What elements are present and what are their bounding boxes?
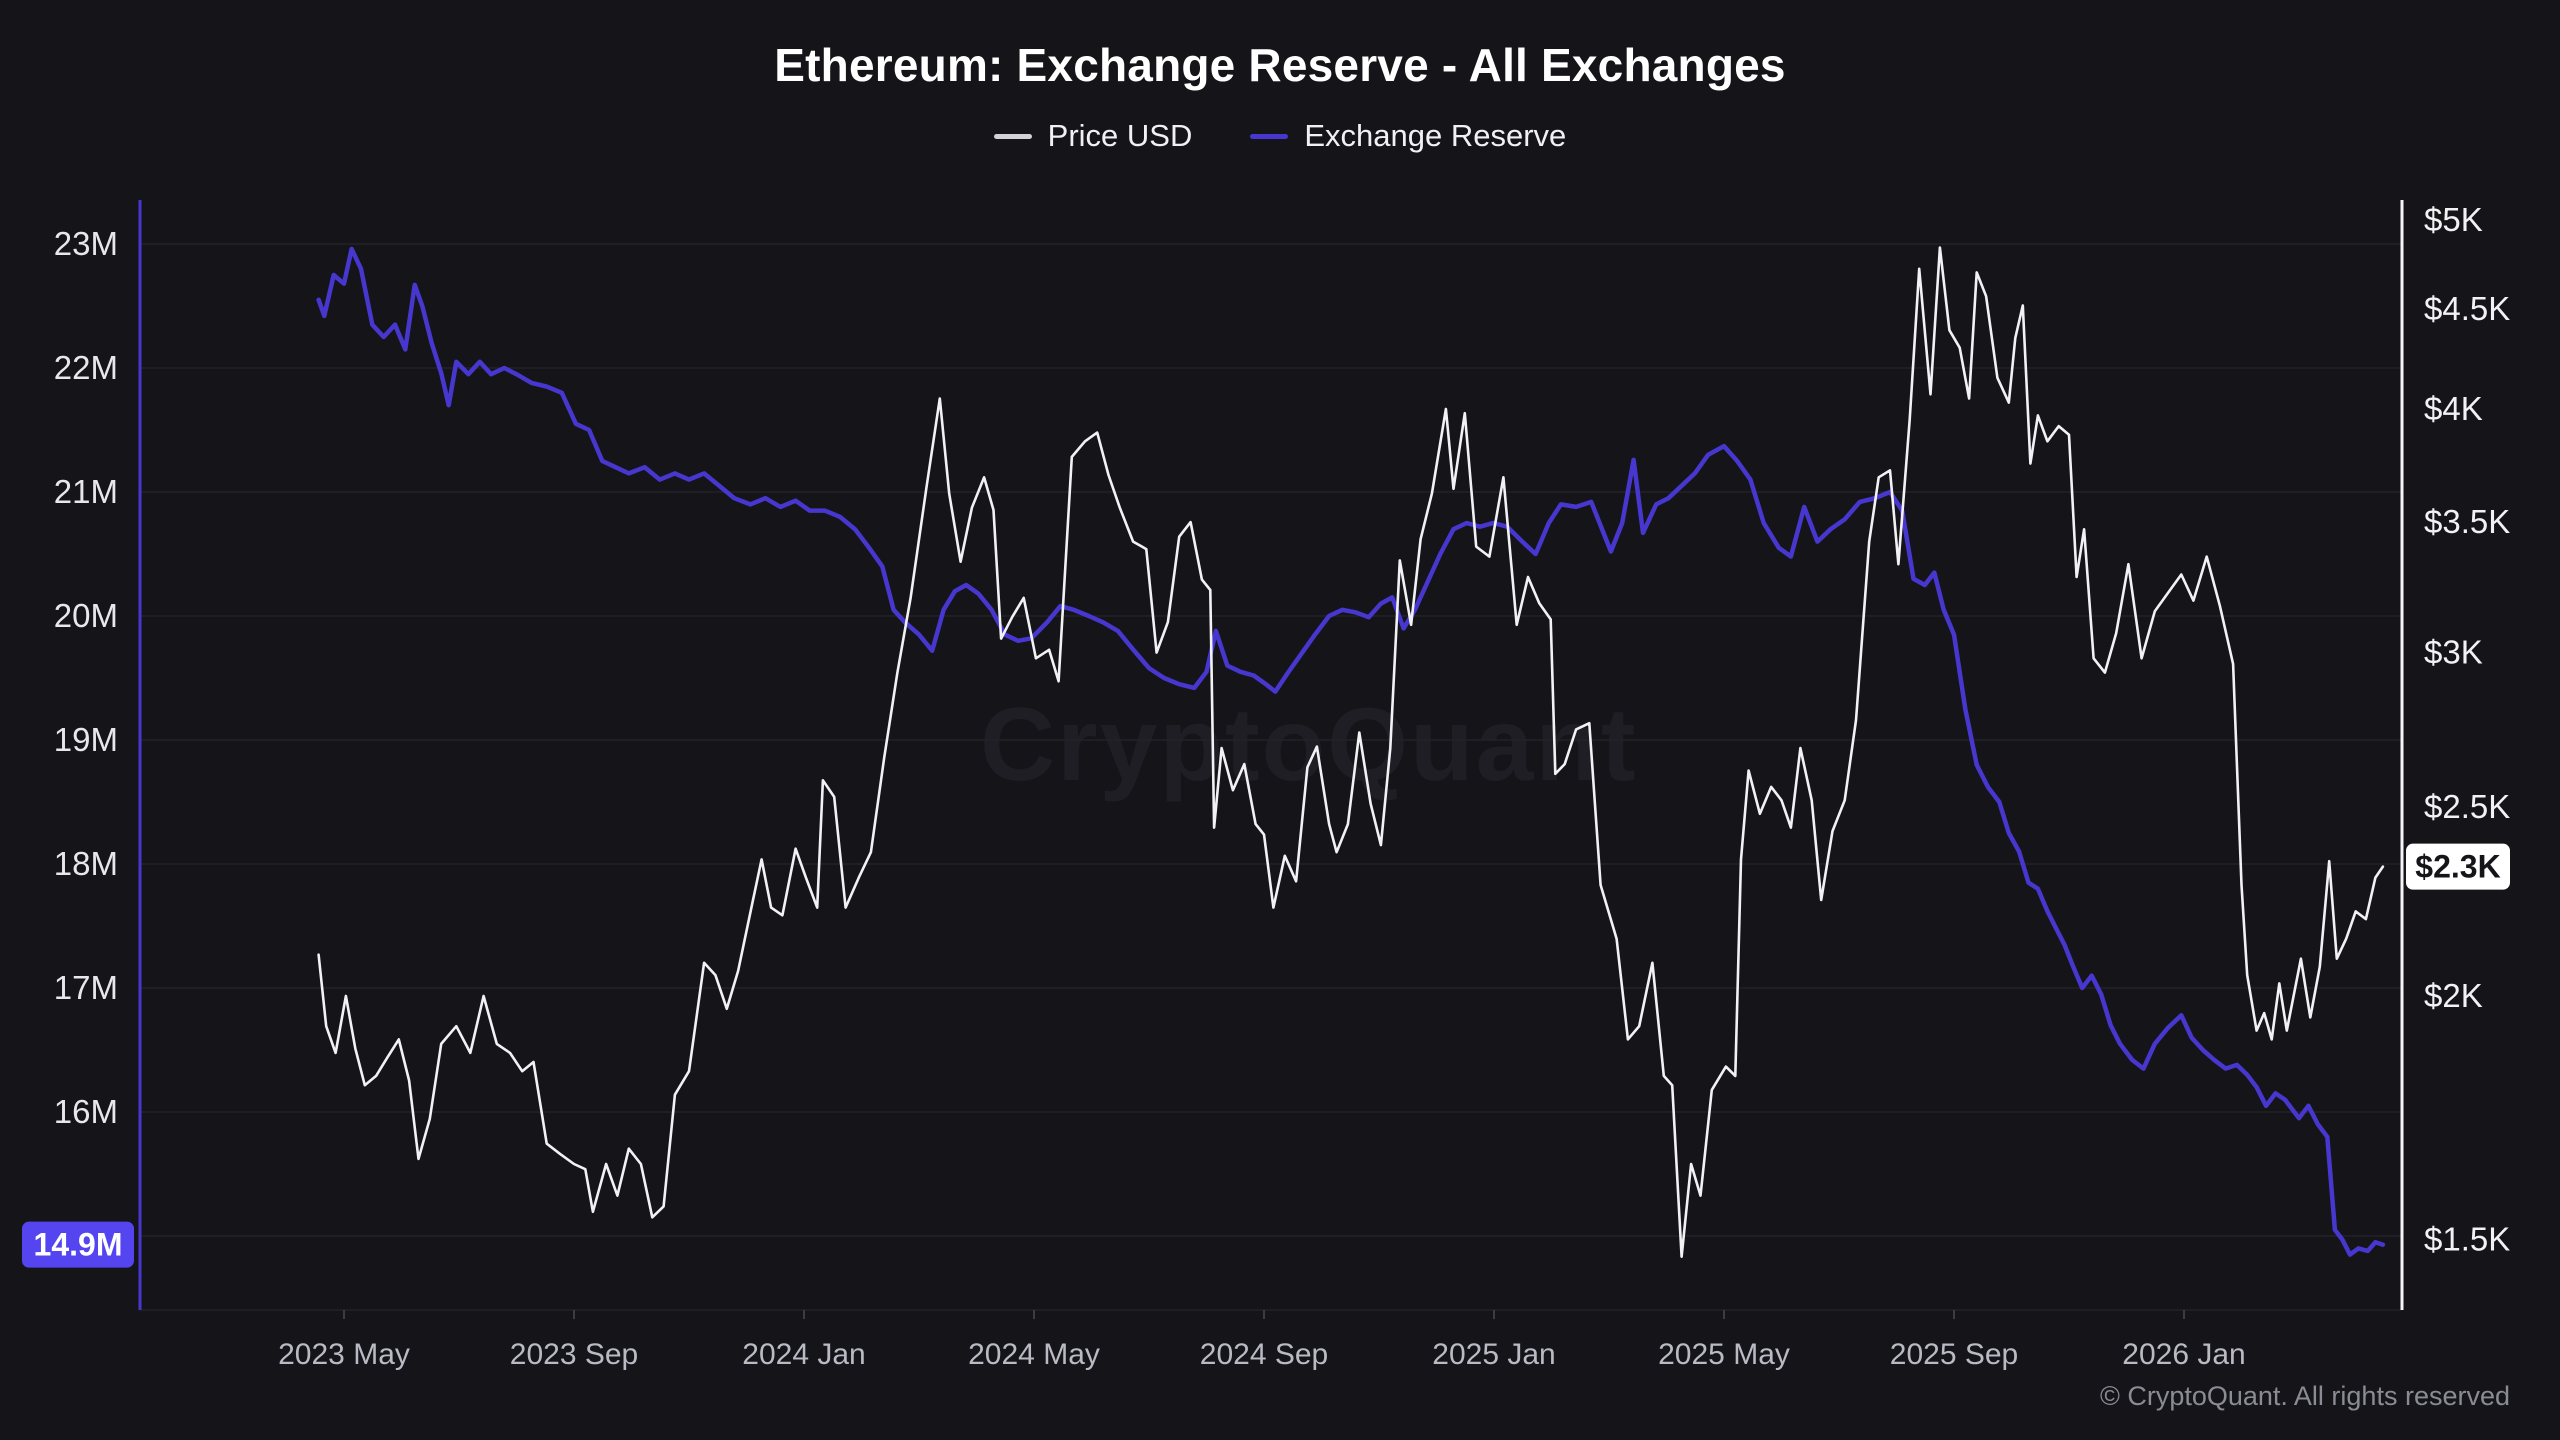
left-axis-tick-label: 23M [54,225,118,262]
x-tick-label: 2024 May [968,1338,1100,1371]
copyright-text: © CryptoQuant. All rights reserved [2099,1381,2510,1411]
right-axis-tick-label: $5K [2424,201,2483,238]
left-axis-tick-label: 16M [54,1093,118,1130]
x-tick-label: 2024 Jan [742,1338,865,1371]
legend-label: Exchange Reserve [1304,118,1567,153]
x-tick-label: 2026 Jan [2122,1338,2245,1371]
price-last-value-badge-text: $2.3K [2415,849,2500,885]
price-line-swatch-icon [993,133,1032,139]
reserve-last-value-badge-text: 14.9M [34,1227,123,1263]
legend-item-price-usd[interactable]: Price USD [993,118,1193,154]
x-tick-label: 2024 Sep [1200,1338,1328,1371]
price-usd-line [317,246,2385,1258]
x-tick-label: 2023 Sep [510,1338,638,1371]
left-axis-tick-label: 22M [54,349,118,386]
reserve-line-swatch-icon [1250,133,1289,139]
left-axis-tick-label: 18M [54,845,118,882]
right-axis-tick-label: $2K [2424,977,2483,1014]
right-axis-tick-label: $1.5K [2424,1221,2510,1258]
x-tick-label: 2025 May [1658,1338,1790,1371]
right-axis-tick-label: $4.5K [2424,290,2510,327]
right-axis-tick-label: $4K [2424,390,2483,427]
right-axis-tick-label: $3.5K [2424,503,2510,540]
left-axis-tick-label: 19M [54,721,118,758]
x-tick-label: 2025 Jan [1432,1338,1555,1371]
legend-item-exchange-reserve[interactable]: Exchange Reserve [1250,118,1566,154]
chart-legend: Price USD Exchange Reserve [0,118,2560,154]
legend-label: Price USD [1047,118,1193,153]
price-last-value-badge [2406,843,2510,890]
left-axis-tick-label: 20M [54,597,118,634]
left-axis-tick-label: 21M [54,473,118,510]
reserve-last-value-badge [22,1221,134,1268]
left-axis-tick-label: 17M [54,969,118,1006]
page-title: Ethereum: Exchange Reserve - All Exchang… [774,39,1786,91]
right-axis-tick-label: $2.5K [2424,788,2510,825]
x-tick-label: 2025 Sep [1890,1338,2018,1371]
right-axis-tick-label: $3K [2424,634,2483,671]
x-tick-label: 2023 May [278,1338,410,1371]
cryptoquant-watermark: CryptoQuant [980,687,1638,803]
exchange-reserve-line [316,246,2386,1257]
